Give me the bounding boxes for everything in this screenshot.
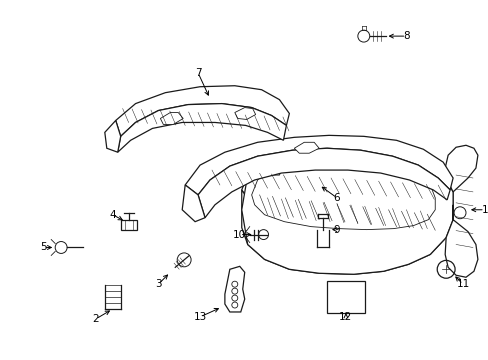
Text: 2: 2: [92, 314, 99, 324]
Text: 1: 1: [481, 205, 487, 215]
Polygon shape: [407, 152, 426, 165]
Text: 5: 5: [40, 243, 46, 252]
Text: 8: 8: [402, 31, 409, 41]
Polygon shape: [198, 148, 449, 218]
Text: 7: 7: [194, 68, 201, 78]
Polygon shape: [241, 142, 452, 274]
Text: 3: 3: [155, 279, 162, 289]
Polygon shape: [104, 121, 121, 152]
Polygon shape: [294, 142, 319, 153]
Polygon shape: [160, 113, 183, 125]
Polygon shape: [182, 185, 204, 222]
FancyBboxPatch shape: [326, 281, 364, 313]
Polygon shape: [444, 145, 477, 192]
Text: 4: 4: [109, 210, 116, 220]
Polygon shape: [241, 190, 452, 274]
Text: 11: 11: [455, 279, 468, 289]
Polygon shape: [264, 160, 283, 175]
Polygon shape: [185, 135, 452, 195]
Text: 13: 13: [193, 312, 206, 322]
Text: 10: 10: [233, 230, 246, 239]
Text: 6: 6: [333, 193, 340, 203]
Polygon shape: [224, 266, 244, 312]
Polygon shape: [251, 153, 434, 230]
Polygon shape: [234, 108, 255, 120]
Polygon shape: [116, 86, 289, 136]
Polygon shape: [444, 205, 477, 277]
FancyBboxPatch shape: [121, 220, 136, 230]
Text: 9: 9: [333, 225, 340, 235]
Polygon shape: [118, 104, 286, 152]
Text: 12: 12: [339, 312, 352, 322]
Polygon shape: [241, 142, 452, 222]
